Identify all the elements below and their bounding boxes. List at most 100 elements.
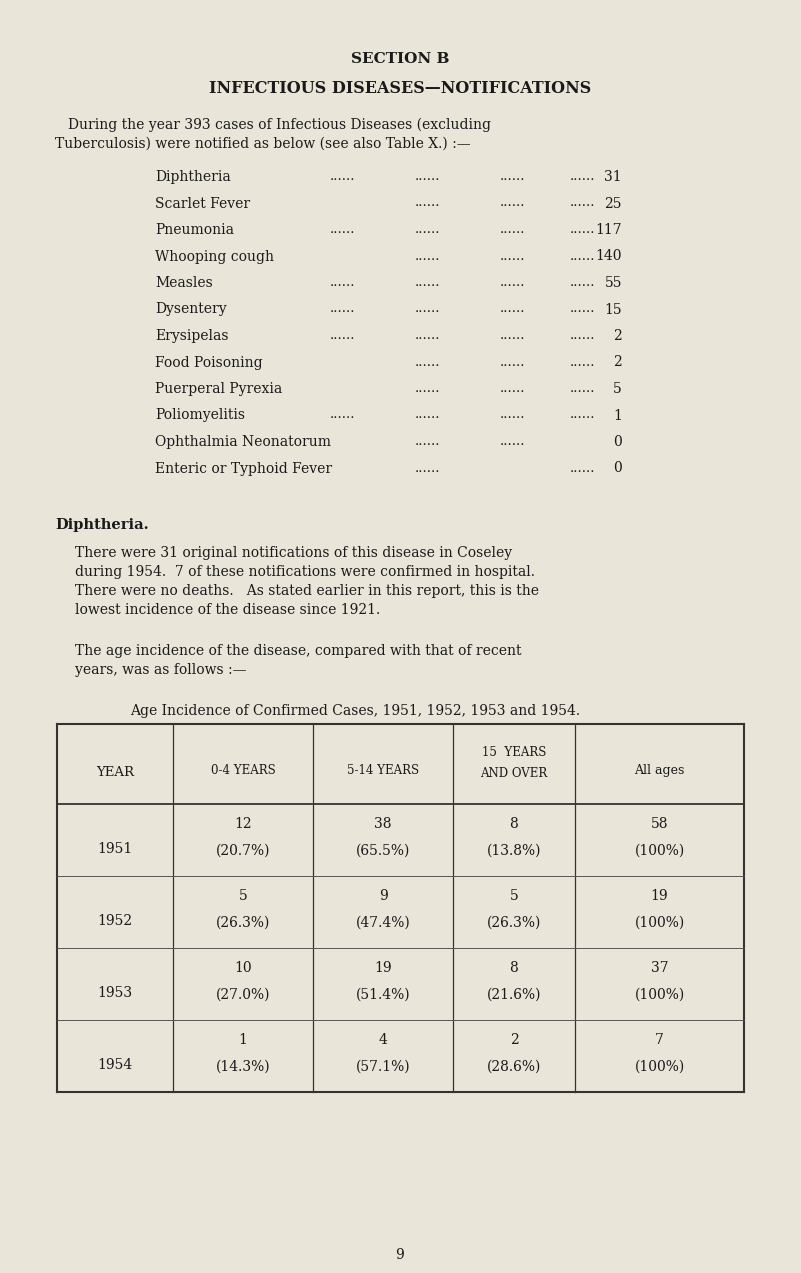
Text: ......: ...... [570,409,595,421]
Text: Poliomyelitis: Poliomyelitis [155,409,245,423]
Text: ......: ...... [500,196,525,210]
Text: 19: 19 [650,889,668,903]
Text: ......: ...... [570,171,595,183]
Text: ......: ...... [415,303,441,316]
Text: 8: 8 [509,961,518,975]
Text: Scarlet Fever: Scarlet Fever [155,196,250,210]
Text: 25: 25 [605,196,622,210]
Text: 4: 4 [379,1034,388,1048]
Text: Age Incidence of Confirmed Cases, 1951, 1952, 1953 and 1954.: Age Incidence of Confirmed Cases, 1951, … [130,704,580,718]
Text: ......: ...... [570,276,595,289]
Text: ......: ...... [570,303,595,316]
Text: 31: 31 [605,171,622,185]
Text: (65.5%): (65.5%) [356,844,410,858]
Text: 2: 2 [614,328,622,342]
Text: (14.3%): (14.3%) [215,1060,270,1074]
Text: ......: ...... [415,355,441,368]
Text: ......: ...... [415,171,441,183]
Text: 5: 5 [509,889,518,903]
Text: ......: ...... [570,355,595,368]
Text: Diphtheria.: Diphtheria. [55,518,149,532]
Text: 1953: 1953 [98,985,132,999]
Text: YEAR: YEAR [96,765,134,779]
Text: ......: ...... [500,250,525,262]
Text: 12: 12 [234,817,252,831]
Text: INFECTIOUS DISEASES—NOTIFICATIONS: INFECTIOUS DISEASES—NOTIFICATIONS [209,80,591,97]
Text: 9: 9 [396,1248,405,1262]
Text: ......: ...... [330,303,356,316]
Text: Pneumonia: Pneumonia [155,223,234,237]
Text: ......: ...... [330,276,356,289]
Text: ......: ...... [570,223,595,236]
Text: 19: 19 [374,961,392,975]
Text: ......: ...... [415,328,441,342]
Text: (26.3%): (26.3%) [487,915,541,929]
Text: Erysipelas: Erysipelas [155,328,228,342]
Text: AND OVER: AND OVER [481,768,548,780]
Text: 38: 38 [374,817,392,831]
Text: ......: ...... [330,171,356,183]
Text: ......: ...... [500,409,525,421]
Text: 55: 55 [605,276,622,290]
Text: Tuberculosis) were notified as below (see also Table X.) :—: Tuberculosis) were notified as below (se… [55,137,471,151]
Text: 2: 2 [509,1034,518,1048]
Text: There were 31 original notifications of this disease in Coseley: There were 31 original notifications of … [75,546,512,560]
Text: 15: 15 [605,303,622,317]
Text: ......: ...... [415,409,441,421]
Text: ......: ...... [330,223,356,236]
Text: 1954: 1954 [98,1058,133,1072]
Text: Enteric or Typhoid Fever: Enteric or Typhoid Fever [155,462,332,476]
Text: 0-4 YEARS: 0-4 YEARS [211,764,276,777]
Text: 5: 5 [239,889,248,903]
Text: 140: 140 [595,250,622,264]
Text: 9: 9 [379,889,388,903]
Text: ......: ...... [415,382,441,395]
Text: Diphtheria: Diphtheria [155,171,231,185]
Text: ......: ...... [500,303,525,316]
Text: ......: ...... [500,355,525,368]
Text: years, was as follows :—: years, was as follows :— [75,663,247,677]
Text: ......: ...... [500,171,525,183]
Text: ......: ...... [570,382,595,395]
Text: Ophthalmia Neonatorum: Ophthalmia Neonatorum [155,435,331,449]
Text: The age incidence of the disease, compared with that of recent: The age incidence of the disease, compar… [75,644,521,658]
Text: (27.0%): (27.0%) [215,988,270,1002]
Text: ......: ...... [330,409,356,421]
Text: ......: ...... [415,196,441,210]
Text: All ages: All ages [634,764,684,777]
Text: 1: 1 [613,409,622,423]
Text: (47.4%): (47.4%) [356,915,410,929]
Text: 0: 0 [614,462,622,476]
Text: 1: 1 [239,1034,248,1048]
Text: There were no deaths.   As stated earlier in this report, this is the: There were no deaths. As stated earlier … [75,584,539,598]
Text: (13.8%): (13.8%) [487,844,541,858]
Text: 10: 10 [234,961,252,975]
Text: ......: ...... [500,328,525,342]
Text: 5-14 YEARS: 5-14 YEARS [347,764,419,777]
Text: ......: ...... [570,196,595,210]
Text: ......: ...... [500,435,525,448]
Text: (20.7%): (20.7%) [215,844,270,858]
Text: (28.6%): (28.6%) [487,1060,541,1074]
Text: 37: 37 [650,961,668,975]
Text: 1952: 1952 [98,914,132,928]
Text: Dysentery: Dysentery [155,303,227,317]
Text: Whooping cough: Whooping cough [155,250,274,264]
Text: 5: 5 [614,382,622,396]
Text: (100%): (100%) [634,988,685,1002]
Text: lowest incidence of the disease since 1921.: lowest incidence of the disease since 19… [75,603,380,617]
Text: (100%): (100%) [634,915,685,929]
Text: (21.6%): (21.6%) [487,988,541,1002]
Text: (57.1%): (57.1%) [356,1060,410,1074]
Text: ......: ...... [500,382,525,395]
Text: ......: ...... [415,435,441,448]
Text: ......: ...... [570,250,595,262]
Text: 7: 7 [655,1034,664,1048]
Text: Puerperal Pyrexia: Puerperal Pyrexia [155,382,282,396]
Text: (26.3%): (26.3%) [215,915,270,929]
Text: Measles: Measles [155,276,213,290]
Text: during 1954.  7 of these notifications were confirmed in hospital.: during 1954. 7 of these notifications we… [75,565,535,579]
Text: 1951: 1951 [98,841,133,855]
Text: ......: ...... [330,328,356,342]
Text: (51.4%): (51.4%) [356,988,410,1002]
